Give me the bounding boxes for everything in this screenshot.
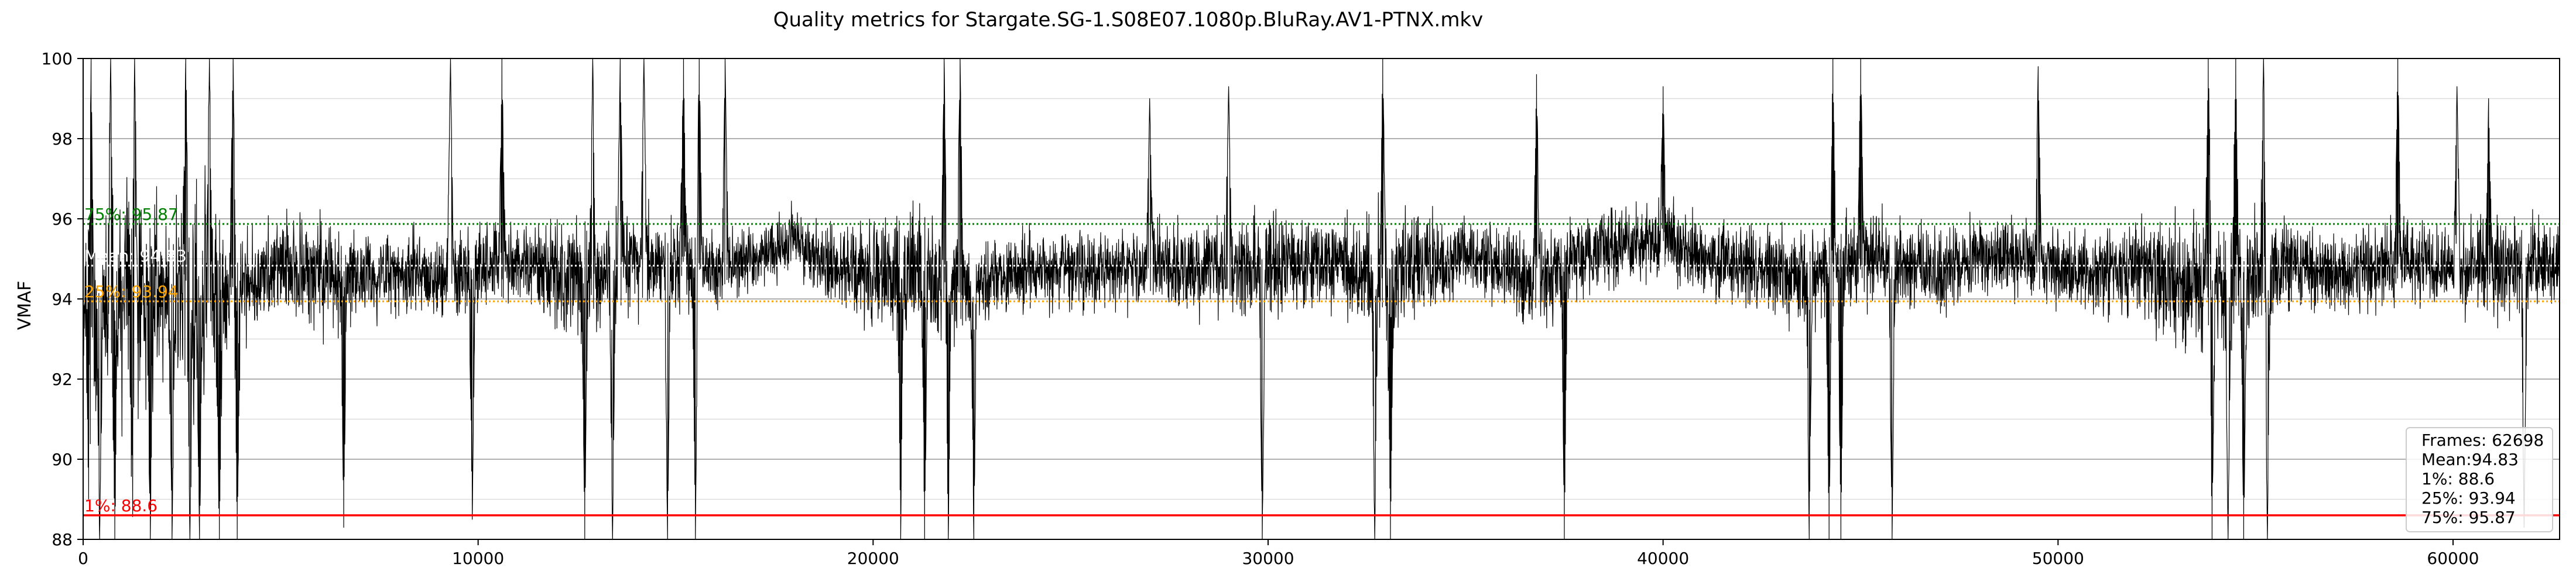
y-tick-label: 94	[52, 290, 73, 309]
legend-line: Mean:94.83	[2421, 450, 2519, 469]
stats-legend: Frames: 62698 Mean:94.83 1%: 88.6 25%: 9…	[2406, 427, 2553, 532]
y-tick-label: 88	[52, 530, 73, 549]
axis-ticks: 0 10000 20000 30000 40000 50000 60000 88 90 92 94 9…	[42, 49, 2479, 568]
x-tick-label: 10000	[452, 549, 504, 568]
reference-label: Mean: 94.83	[84, 246, 187, 266]
legend-line: 75%: 95.87	[2421, 508, 2516, 527]
legend-box	[2406, 427, 2553, 532]
x-tick-label: 60000	[2427, 549, 2479, 568]
reference-label: 1%: 88.6	[84, 496, 157, 515]
x-tick-label: 20000	[847, 549, 899, 568]
legend-line: 25%: 93.94	[2421, 488, 2516, 508]
reference-label: 75%: 95.87	[84, 205, 179, 224]
y-tick-label: 92	[52, 370, 73, 389]
chart-title: Quality metrics for Stargate.SG-1.S08E07…	[773, 8, 1484, 32]
y-axis-label: VMAF	[15, 281, 35, 330]
reference-label: 25%: 93.94	[84, 282, 179, 301]
y-tick-label: 100	[42, 49, 73, 68]
legend-line: Frames: 62698	[2421, 431, 2544, 450]
x-tick-label: 40000	[1637, 549, 1689, 568]
legend-line: 1%: 88.6	[2421, 469, 2495, 488]
series-line	[83, 58, 2560, 540]
x-tick-label: 0	[78, 549, 88, 568]
y-tick-label: 96	[52, 209, 73, 229]
vmaf-series	[83, 58, 2560, 540]
y-tick-label: 90	[52, 450, 73, 469]
y-tick-label: 98	[52, 129, 73, 149]
x-tick-label: 30000	[1242, 549, 1294, 568]
x-tick-label: 50000	[2032, 549, 2084, 568]
